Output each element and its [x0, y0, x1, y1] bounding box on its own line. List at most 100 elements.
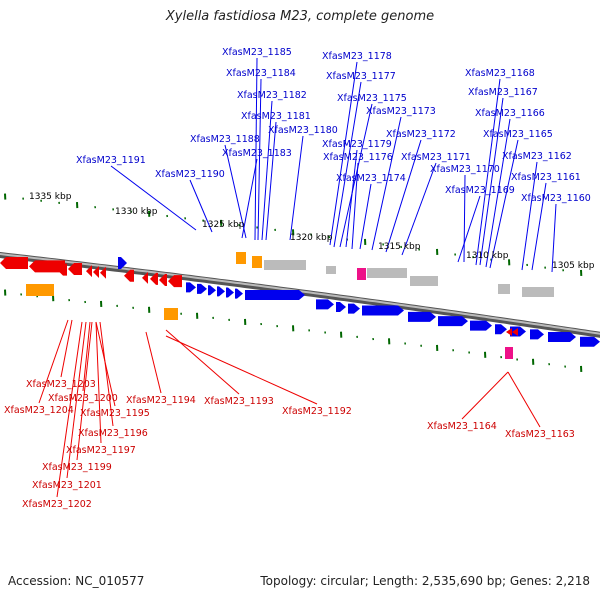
forward-label-line: [254, 57, 258, 241]
forward-gene-label: XfasM23_1179: [322, 139, 392, 150]
reverse-gene: [100, 266, 106, 279]
forward-gene: [336, 302, 346, 313]
forward-label-line: [401, 162, 437, 256]
reverse-label-line: [82, 321, 91, 392]
reverse-gene: [93, 265, 99, 278]
reverse-label-line: [165, 335, 318, 405]
reverse-gene: [0, 257, 28, 269]
reverse-label-line: [461, 371, 509, 420]
reverse-gene-label: XfasM23_1204: [4, 405, 74, 416]
forward-gene-label: XfasM23_1173: [366, 106, 436, 117]
reverse-gene: [168, 275, 182, 288]
forward-label-line: [457, 195, 481, 263]
reverse-gene-label: XfasM23_1193: [204, 396, 274, 407]
forward-gene-label: XfasM23_1185: [222, 47, 292, 58]
axis-label: 1330 kbp: [115, 207, 158, 217]
rrna-gene: [26, 284, 54, 296]
reverse-label-line: [165, 329, 240, 395]
other-gene: [264, 260, 306, 270]
forward-gene-label: XfasM23_1176: [323, 152, 393, 163]
forward-gene-label: XfasM23_1184: [226, 68, 296, 79]
forward-label-line: [351, 162, 359, 250]
forward-label-line: [385, 139, 422, 253]
reverse-gene-label: XfasM23_1192: [282, 406, 352, 417]
forward-gene: [316, 299, 334, 310]
reverse-gene: [512, 328, 518, 336]
forward-gene-label: XfasM23_1178: [322, 51, 392, 62]
forward-label-line: [289, 135, 304, 241]
reverse-label-line: [145, 331, 162, 394]
forward-label-line: [475, 78, 501, 266]
forward-label-line: [345, 149, 358, 248]
other-gene: [367, 268, 407, 278]
reverse-label-line: [60, 319, 73, 378]
forward-gene-label: XfasM23_1181: [241, 111, 311, 122]
forward-label-line: [463, 174, 466, 263]
forward-gene-label: XfasM23_1191: [76, 155, 146, 166]
reverse-gene: [142, 271, 148, 284]
forward-gene: [470, 320, 492, 331]
forward-label-line: [489, 139, 519, 269]
reverse-gene-label: XfasM23_1202: [22, 499, 92, 510]
other-gene: [498, 284, 510, 294]
forward-gene-label: XfasM23_1190: [155, 169, 225, 180]
axis-label: 1325 kbp: [202, 220, 245, 230]
forward-gene: [495, 324, 507, 335]
accession-text: Accession: NC_010577: [8, 574, 145, 588]
misc-gene: [505, 347, 513, 359]
reverse-gene-label: XfasM23_1203: [26, 379, 96, 390]
forward-gene: [530, 329, 544, 340]
forward-gene-label: XfasM23_1171: [401, 152, 471, 163]
reverse-gene-label: XfasM23_1201: [32, 480, 102, 491]
misc-gene: [357, 268, 366, 280]
reverse-gene-label: XfasM23_1194: [126, 395, 196, 406]
forward-label-line: [265, 121, 277, 241]
forward-label-line: [333, 81, 362, 248]
forward-label-line: [241, 158, 258, 239]
forward-gene: [348, 303, 360, 314]
other-gene: [522, 287, 554, 297]
forward-gene: [548, 332, 576, 343]
forward-label-line: [551, 203, 557, 273]
axis-labels: 1335 kbp 1330 kbp 1325 kbp 1320 kbp 1315 kbp…: [29, 192, 595, 271]
forward-label-line: [339, 103, 373, 248]
reverse-gene-label: XfasM23_1199: [42, 462, 112, 473]
forward-gene: [186, 282, 196, 293]
reverse-gene: [57, 263, 67, 276]
reverse-gene: [124, 269, 134, 282]
forward-gene-label: XfasM23_1182: [237, 90, 307, 101]
reverse-gene: [150, 272, 158, 285]
forward-gene: [197, 283, 207, 294]
rrna-gene: [252, 256, 262, 268]
reverse-gene: [68, 262, 82, 275]
forward-gene-label: XfasM23_1174: [336, 173, 406, 184]
other-gene: [410, 276, 438, 286]
reverse-gene-label: XfasM23_1164: [427, 421, 497, 432]
reverse-gene: [86, 265, 92, 278]
forward-label-line: [189, 179, 213, 233]
genome-info-text: Topology: circular; Length: 2,535,690 bp…: [260, 574, 590, 588]
forward-gene-label: XfasM23_1160: [521, 193, 591, 204]
rrna-gene: [164, 308, 178, 320]
axis-label: 1315 kbp: [378, 242, 421, 252]
forward-gene: [208, 285, 216, 296]
forward-gene: [362, 305, 404, 316]
other-gene: [326, 266, 336, 274]
reverse-label-line: [38, 319, 69, 404]
forward-gene: [245, 289, 305, 300]
map-title: Xylella fastidiosa M23, complete genome: [165, 9, 435, 24]
gene-labels: XfasM23_1185 XfasM23_1184 XfasM23_1182 Xfas…: [4, 47, 591, 510]
forward-gene: [438, 316, 468, 327]
forward-gene-label: XfasM23_1169: [445, 185, 515, 196]
forward-gene-label: XfasM23_1168: [465, 68, 535, 79]
tick-marks: [4, 193, 583, 372]
forward-label-line: [485, 118, 511, 268]
forward-gene-label: XfasM23_1170: [430, 164, 500, 175]
forward-gene: [235, 288, 243, 299]
forward-gene-label: XfasM23_1180: [268, 125, 338, 136]
reverse-gene: [29, 260, 65, 273]
reverse-label-line: [95, 321, 102, 444]
forward-label-line: [371, 116, 402, 251]
reverse-label-line: [66, 321, 87, 479]
forward-label-line: [224, 144, 247, 239]
